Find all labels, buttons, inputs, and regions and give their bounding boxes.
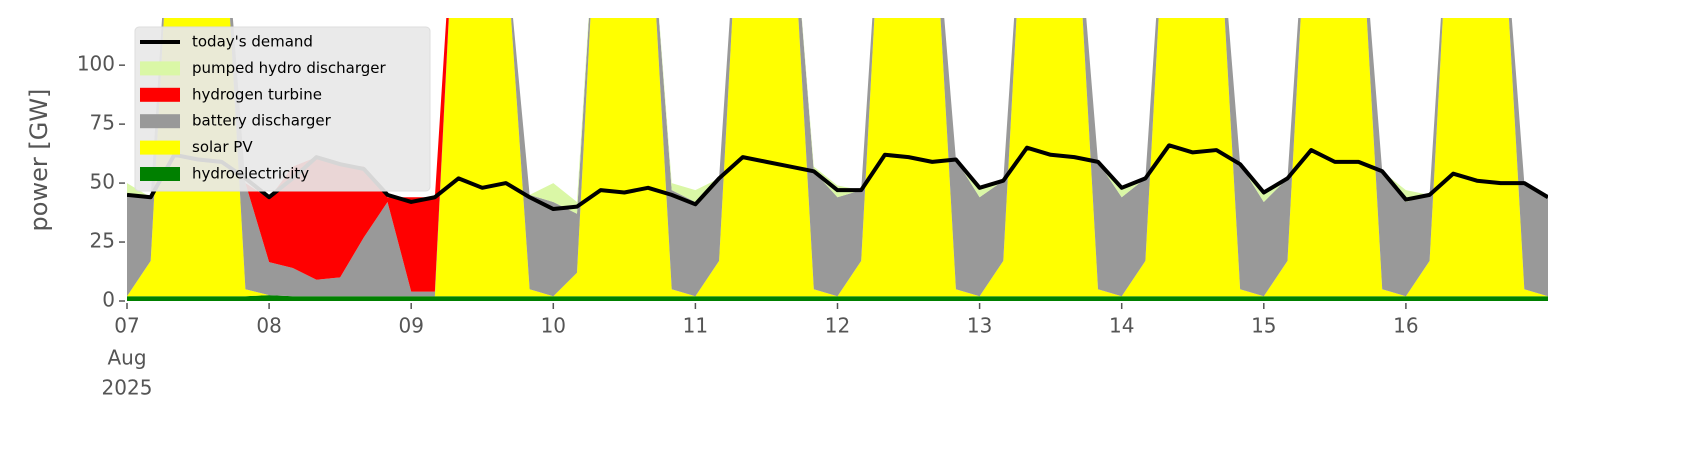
y-tick-label: 50 bbox=[90, 170, 115, 194]
y-tick-label: 100 bbox=[77, 52, 115, 76]
x-tick-label: 09 bbox=[398, 314, 423, 338]
x-tick-label: 12 bbox=[825, 314, 850, 338]
x-tick-label: 13 bbox=[967, 314, 992, 338]
stacked-area bbox=[127, 295, 1548, 301]
x-tick-label: 10 bbox=[541, 314, 566, 338]
y-tick-label: 75 bbox=[90, 111, 115, 135]
y-axis-label: power [GW] bbox=[25, 89, 53, 232]
legend-label: pumped hydro discharger bbox=[192, 59, 386, 77]
x-tick-label: 07 bbox=[114, 314, 139, 338]
y-tick-label: 0 bbox=[102, 288, 115, 312]
stacked-area bbox=[127, 18, 1548, 214]
legend-label: solar PV bbox=[192, 138, 253, 156]
legend-swatch bbox=[140, 140, 180, 155]
x-tick-label: 14 bbox=[1109, 314, 1134, 338]
legend-swatch bbox=[140, 167, 180, 181]
x-tick-label: 15 bbox=[1251, 314, 1276, 338]
legend-label: hydrogen turbine bbox=[192, 85, 322, 103]
x-tick-label: 08 bbox=[256, 314, 281, 338]
legend-swatch bbox=[140, 61, 180, 76]
legend-swatch bbox=[140, 87, 180, 102]
x-tick-sublabel: 2025 bbox=[102, 376, 153, 400]
legend-swatch bbox=[140, 114, 180, 129]
y-tick-label: 25 bbox=[90, 229, 115, 253]
legend-label: today's demand bbox=[192, 33, 313, 51]
x-tick-label: 11 bbox=[683, 314, 708, 338]
stacked-area bbox=[127, 18, 1548, 297]
legend-label: hydroelectricity bbox=[192, 165, 309, 183]
x-tick-sublabel: Aug bbox=[107, 346, 146, 370]
legend-label: battery discharger bbox=[192, 112, 332, 130]
legend-box bbox=[134, 26, 431, 192]
plot-area bbox=[127, 18, 1548, 301]
stacked-area bbox=[127, 18, 1548, 297]
x-tick-label: 16 bbox=[1393, 314, 1418, 338]
